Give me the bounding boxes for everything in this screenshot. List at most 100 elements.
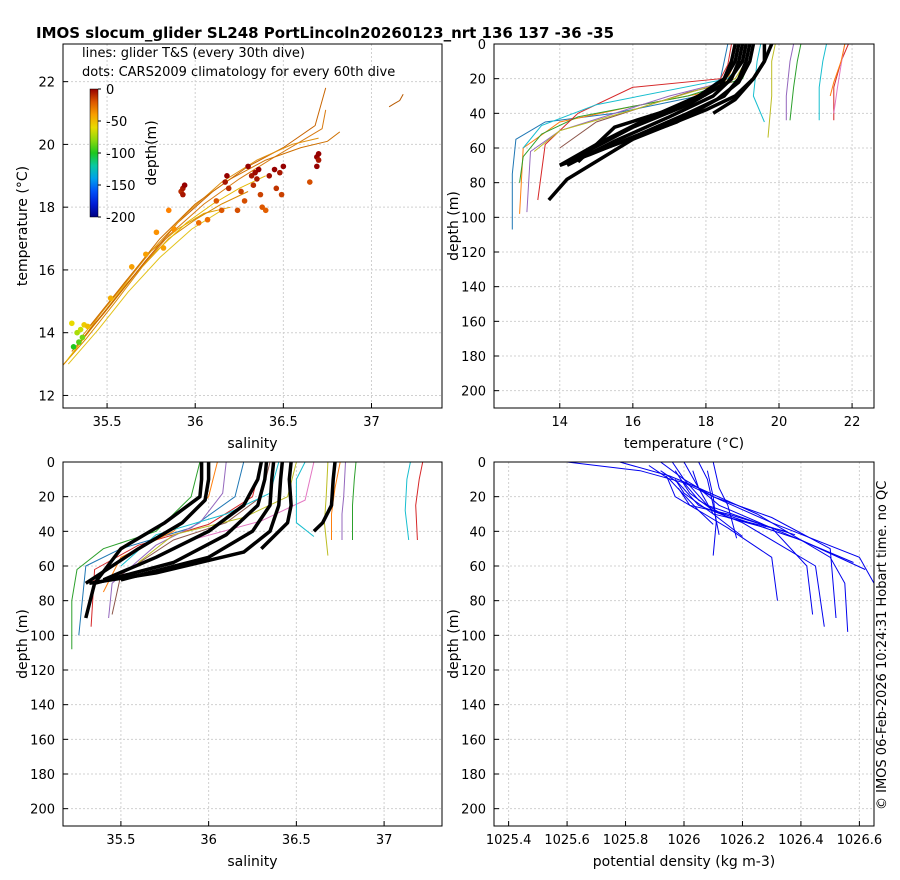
colorbar-tick-label: -50 <box>106 115 127 130</box>
temp-grid <box>494 43 874 408</box>
temp-climatology-profile <box>566 44 745 167</box>
density-ytick-label: 140 <box>461 699 486 714</box>
sal-ytick-label: 40 <box>38 525 55 540</box>
sal-ytick-label: 20 <box>38 491 55 506</box>
legend-glider-note: lines: glider T&S (every 30th dive) <box>82 46 305 61</box>
sal-climatology-profile <box>102 462 264 582</box>
sal-ytick-label: 180 <box>30 768 55 783</box>
temp-ytick-label: 120 <box>461 246 486 261</box>
density-profile <box>674 479 743 537</box>
ts-xtick-label: 37 <box>363 415 380 430</box>
ts-climatology-dot <box>171 226 177 232</box>
temp-ytick-label: 40 <box>469 107 486 122</box>
temp-glider-profile <box>511 44 729 230</box>
density-profiles <box>567 462 874 632</box>
density-ytick-label: 40 <box>469 525 486 540</box>
temp-climatology-profile <box>576 44 741 164</box>
ts-glider-line <box>388 93 404 108</box>
density-profile <box>683 482 766 529</box>
ts-ytick-label: 14 <box>38 327 55 342</box>
sal-yaxis-label: depth (m) <box>15 609 31 679</box>
ts-climatology-dot <box>76 339 82 345</box>
sal-xtick-label: 36 <box>200 833 217 848</box>
ts-climatology-dot <box>107 295 114 301</box>
temp-ytick-label: 60 <box>469 142 486 157</box>
temperature-profile-panel: 14 16 18 20 22 0 20 40 60 80 100 120 140 160 180 200 tem… <box>446 38 875 452</box>
density-yaxis-label: depth (m) <box>446 609 462 679</box>
ts-climatology-dot <box>234 207 241 214</box>
colorbar-gradient <box>89 88 99 218</box>
sal-climatology-profile <box>120 462 276 582</box>
ts-climatology-dot <box>128 263 135 270</box>
temp-ytick-label: 180 <box>461 350 486 365</box>
temp-glider-profile <box>789 44 802 121</box>
ts-climatology-dot <box>245 163 251 170</box>
ts-ytick-label: 12 <box>38 389 55 404</box>
temp-ytick-label: 160 <box>461 315 486 330</box>
ts-climatology-dot <box>143 251 149 258</box>
density-xtick-label: 1026 <box>667 833 700 848</box>
density-xtick-label: 1025.6 <box>544 833 590 848</box>
sal-glider-profile <box>295 462 315 537</box>
temp-ytick-label: 100 <box>461 211 486 226</box>
ts-xaxis-label: salinity <box>227 436 277 452</box>
colorbar-tick-label: -200 <box>106 211 136 226</box>
ts-climatology-dots <box>69 151 322 350</box>
temp-xtick-label: 18 <box>698 415 715 430</box>
sal-glider-profile <box>415 462 424 541</box>
salinity-profile-panel: 35.5 36 36.5 37 0 20 40 60 80 100 120 140 160 180 200 s… <box>15 456 443 870</box>
temp-xtick-label: 14 <box>551 415 568 430</box>
sal-ytick-label: 140 <box>30 699 55 714</box>
ts-ytick-label: 20 <box>38 138 55 153</box>
sal-glider-profile <box>323 462 329 556</box>
density-profile <box>692 470 787 532</box>
sal-xtick-label: 36.5 <box>282 833 311 848</box>
sal-climatology-profile <box>84 462 204 619</box>
density-profile <box>660 462 837 619</box>
ts-climatology-dot <box>266 172 273 179</box>
temp-ytick-label: 140 <box>461 281 486 296</box>
density-xtick-label: 1025.4 <box>486 833 532 848</box>
colorbar-tick-label: 0 <box>106 83 114 98</box>
density-profile <box>677 487 796 536</box>
ts-climatology-dot <box>254 176 260 182</box>
ts-climatology-dot <box>222 179 228 185</box>
colorbar-tick-label: -150 <box>106 179 136 194</box>
temp-ytick-label: 200 <box>461 385 486 400</box>
sal-glider-profile <box>341 462 346 540</box>
temp-glider-profile <box>767 44 776 138</box>
density-ytick-label: 180 <box>461 768 486 783</box>
sal-glider-profile <box>102 462 218 593</box>
ts-glider-line <box>67 209 222 365</box>
sal-ytick-label: 80 <box>38 595 55 610</box>
ts-ytick-label: 22 <box>38 76 55 91</box>
ts-climatology-dot <box>213 198 220 204</box>
density-profile <box>619 462 849 632</box>
density-profile <box>648 465 714 525</box>
ts-diagram-panel: 35.5 36 36.5 37 12 14 16 18 20 22 salinity temperat… <box>15 43 443 452</box>
depth-colorbar: 0 -50 -100 -150 -200 depth(m) <box>89 83 160 226</box>
density-profile <box>666 475 778 601</box>
ts-climatology-dot <box>224 172 230 179</box>
ts-climatology-dot <box>315 151 322 157</box>
temp-glider-profile <box>818 44 827 121</box>
density-ytick-label: 200 <box>461 803 486 818</box>
sal-axes-frame <box>62 461 443 827</box>
density-xtick-label: 1026.4 <box>778 833 824 848</box>
ts-climatology-dot <box>280 163 287 170</box>
ts-climatology-dot <box>314 163 320 170</box>
sal-xtick-label: 37 <box>376 833 393 848</box>
ts-climatology-dot <box>84 323 91 330</box>
sal-glider-profile <box>71 462 201 650</box>
temp-ytick-label: 20 <box>469 73 486 88</box>
ts-climatology-dot <box>306 179 313 185</box>
temp-xtick-label: 20 <box>771 415 788 430</box>
ts-ytick-label: 18 <box>38 201 55 216</box>
ts-climatology-dot <box>69 320 75 327</box>
ts-climatology-dot <box>218 207 225 214</box>
temp-ytick-label: 0 <box>478 38 486 53</box>
sal-ytick-label: 60 <box>38 560 55 575</box>
density-xtick-label: 1026.6 <box>837 833 883 848</box>
sal-glider-profiles <box>71 462 424 650</box>
